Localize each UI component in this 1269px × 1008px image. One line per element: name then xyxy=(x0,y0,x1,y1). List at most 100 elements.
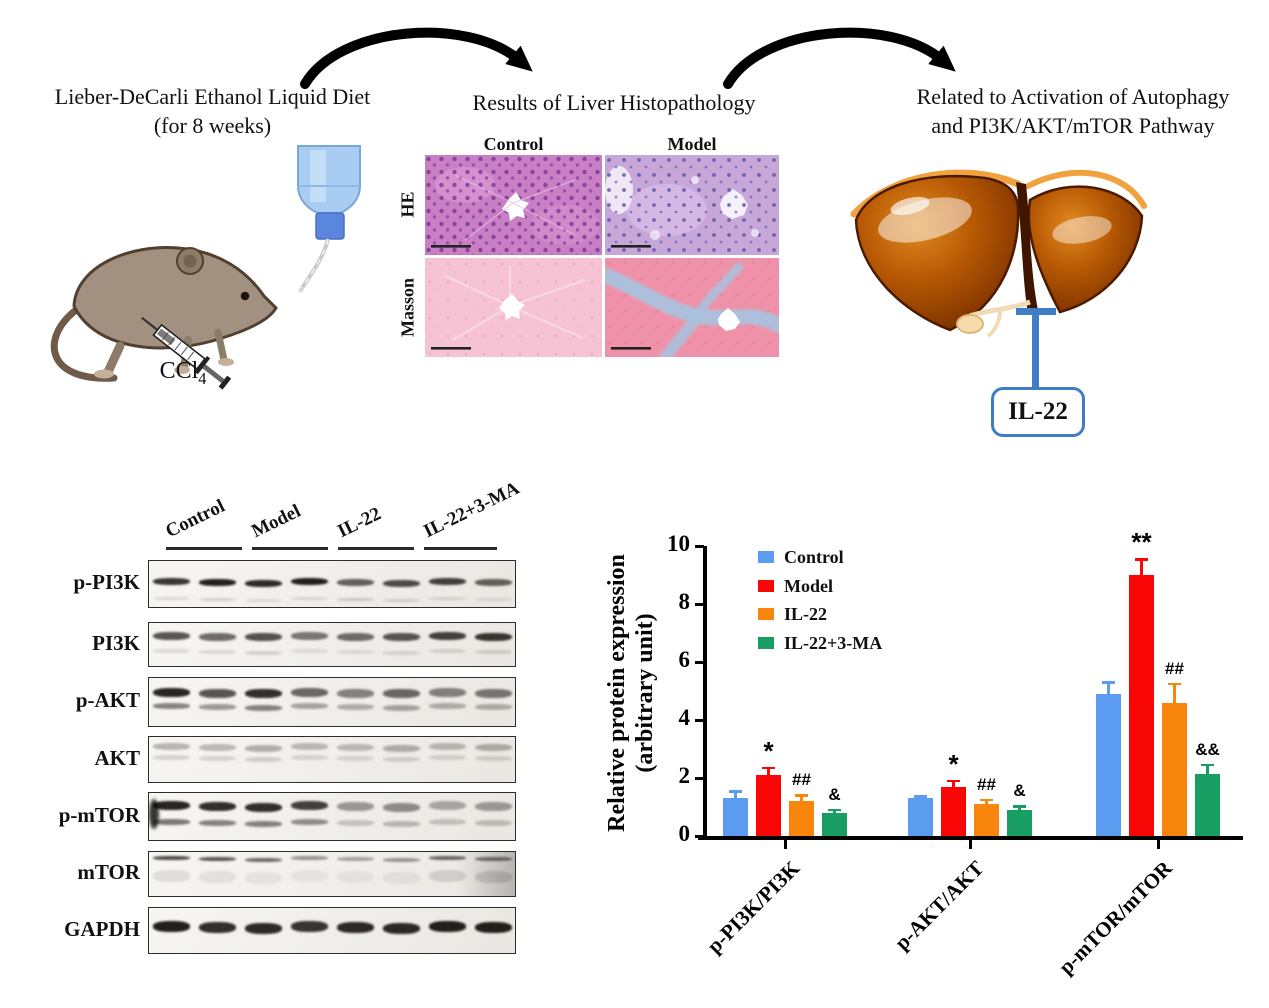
mouse-ear-inner xyxy=(183,254,197,268)
scale-bar xyxy=(611,245,651,248)
y-tick-label-8: 8 xyxy=(678,589,691,614)
error-bar-Model-p-AKT/AKT xyxy=(952,780,955,787)
wb-band xyxy=(337,597,374,601)
wb-row-label-GAPDH: GAPDH xyxy=(64,916,140,941)
wb-band xyxy=(383,803,420,813)
wb-band xyxy=(383,704,420,711)
y-tick-label-2: 2 xyxy=(678,763,691,788)
error-bar-Model-p-PI3K/PI3K xyxy=(767,767,770,776)
bar-IL-22+3-MA-p-PI3K/PI3K xyxy=(822,812,847,836)
mouse-tail xyxy=(50,306,118,382)
wb-band xyxy=(475,688,512,698)
wb-band xyxy=(429,856,466,861)
wb-band xyxy=(475,922,512,934)
wb-band xyxy=(475,820,512,827)
scale-bar xyxy=(611,347,651,350)
y-tick-8 xyxy=(695,602,704,606)
legend-label-IL-22+3-MA: IL-22+3-MA xyxy=(784,632,883,653)
y-tick-label-0: 0 xyxy=(678,821,691,846)
wb-band xyxy=(337,688,374,698)
wb-edge-smudge xyxy=(149,799,159,829)
wb-band xyxy=(199,579,236,587)
wb-band xyxy=(245,872,282,885)
wb-row-label-AKT: AKT xyxy=(94,745,140,770)
histology-header-control: Control xyxy=(483,134,544,154)
wb-band xyxy=(245,821,282,828)
significance-marker-IL-22+3-MA-p-PI3K/PI3K: & xyxy=(828,784,841,804)
syringe-icon xyxy=(141,316,232,390)
bar-Control-p-mTOR/mTOR xyxy=(1096,693,1121,836)
error-cap-IL-22-p-AKT/AKT xyxy=(980,798,993,802)
y-tick-4 xyxy=(695,718,704,722)
wb-band xyxy=(291,819,328,826)
wb-band xyxy=(383,598,420,602)
wb-band xyxy=(429,648,466,653)
flow-arrow-2 xyxy=(723,27,956,89)
mouse-body xyxy=(72,246,278,350)
wb-band xyxy=(429,801,466,811)
wb-band xyxy=(383,923,420,935)
bar-IL-22-p-mTOR/mTOR xyxy=(1162,702,1187,836)
mouse-front-leg-2 xyxy=(214,328,228,364)
wb-blot-p-AKT xyxy=(148,677,516,727)
wb-band xyxy=(475,802,512,812)
wb-band xyxy=(475,756,512,762)
error-cap-Model-p-AKT/AKT xyxy=(947,779,960,783)
significance-marker-IL-22+3-MA-p-AKT/AKT: & xyxy=(1013,781,1026,801)
wb-band xyxy=(291,578,328,586)
significance-marker-IL-22+3-MA-p-mTOR/mTOR: && xyxy=(1195,739,1220,759)
error-bar-Control-p-PI3K/PI3K xyxy=(734,791,737,799)
wb-band xyxy=(337,649,374,654)
wb-band xyxy=(429,703,466,710)
he-model-image xyxy=(605,155,779,255)
significance-marker-Model-p-AKT/AKT: * xyxy=(948,748,959,779)
pathway-title-line1: Related to Activation of Autophagy xyxy=(916,84,1230,109)
histology-row-label-he: HE xyxy=(397,191,418,218)
wb-band xyxy=(475,743,512,751)
bar-Model-p-AKT/AKT xyxy=(941,786,966,836)
wb-band xyxy=(429,870,466,883)
wb-blot-p-mTOR xyxy=(148,792,516,841)
wb-band xyxy=(199,597,236,601)
wb-band xyxy=(153,687,190,697)
wb-band xyxy=(153,648,190,653)
wb-band xyxy=(475,632,512,641)
x-category-label-p-mTOR/mTOR: p-mTOR/mTOR xyxy=(1054,856,1177,979)
wb-band xyxy=(153,578,190,586)
pathway-title: Related to Activation of Autophagy and P… xyxy=(878,82,1268,140)
wb-band xyxy=(153,742,190,750)
wb-band xyxy=(245,598,282,602)
wb-band xyxy=(199,688,236,698)
wb-band xyxy=(291,801,328,811)
wb-band xyxy=(383,872,420,885)
il22-box: IL-22 xyxy=(991,387,1085,437)
wb-band xyxy=(337,857,374,862)
error-cap-Control-p-mTOR/mTOR xyxy=(1102,681,1115,684)
bile-duct-2 xyxy=(986,309,1002,338)
wb-band xyxy=(337,579,374,587)
mouse-foot-2 xyxy=(218,358,234,366)
error-cap-Model-p-PI3K/PI3K xyxy=(762,766,775,770)
x-tick-p-AKT/AKT xyxy=(968,839,972,849)
he-control-image xyxy=(425,155,602,255)
wb-band xyxy=(475,704,512,710)
wb-row-label-PI3K: PI3K xyxy=(92,630,140,655)
x-category-label-p-PI3K/PI3K: p-PI3K/PI3K xyxy=(702,856,804,958)
wb-blot-AKT xyxy=(148,736,516,783)
x-category-label-p-AKT/AKT: p-AKT/AKT xyxy=(890,856,989,955)
wb-band xyxy=(475,597,512,601)
wb-band xyxy=(291,687,328,697)
wb-band xyxy=(153,801,190,811)
wb-blot-p-PI3K xyxy=(148,560,516,608)
masson-control-image xyxy=(425,258,602,357)
wb-band xyxy=(337,802,374,812)
wb-band xyxy=(245,757,282,763)
wb-band xyxy=(245,704,282,711)
bar-Control-p-AKT/AKT xyxy=(908,798,933,836)
wb-band xyxy=(291,921,328,933)
diet-title: Lieber-DeCarli Ethanol Liquid Diet (for … xyxy=(25,82,400,140)
ccl4-label: CCl4 xyxy=(138,358,228,389)
wb-group-underline-2 xyxy=(252,547,328,550)
wb-group-label-4: IL-22+3-MA xyxy=(420,477,523,543)
